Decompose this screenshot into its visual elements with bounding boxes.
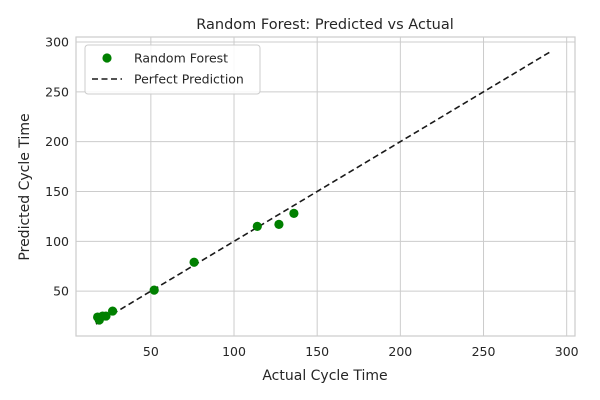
x-tick-label: 100 — [222, 344, 246, 359]
chart-title: Random Forest: Predicted vs Actual — [196, 17, 453, 33]
data-series — [93, 51, 551, 325]
y-tick-label: 300 — [45, 34, 69, 49]
perfect-prediction-line — [95, 51, 551, 325]
y-axis-label: Predicted Cycle Time — [17, 113, 33, 260]
legend: Random Forest Perfect Prediction — [84, 44, 261, 95]
x-axis-label: Actual Cycle Time — [262, 368, 387, 384]
y-axis-ticks: 50 100 150 200 250 300 — [45, 34, 69, 298]
legend-label: Random Forest — [134, 51, 228, 66]
data-point — [189, 257, 199, 267]
data-point — [149, 285, 159, 295]
legend-marker-random-forest — [102, 53, 112, 63]
data-point — [289, 208, 299, 219]
y-tick-label: 200 — [45, 134, 69, 149]
legend-label: Perfect Prediction — [134, 72, 244, 87]
x-axis-ticks: 50 100 150 200 250 300 — [143, 344, 579, 359]
y-tick-label: 50 — [53, 284, 69, 299]
y-tick-label: 250 — [45, 84, 69, 99]
y-tick-label: 100 — [45, 234, 69, 249]
data-point — [274, 219, 284, 229]
x-tick-label: 150 — [305, 344, 329, 359]
legend-box — [84, 44, 261, 95]
x-tick-label: 50 — [143, 344, 159, 359]
x-tick-label: 250 — [472, 344, 496, 359]
data-point — [252, 221, 262, 231]
x-tick-label: 200 — [388, 344, 412, 359]
data-point — [107, 306, 118, 316]
x-tick-label: 300 — [555, 344, 579, 359]
plot-frame — [75, 36, 576, 337]
data-point — [101, 311, 111, 321]
y-tick-label: 150 — [45, 184, 69, 199]
